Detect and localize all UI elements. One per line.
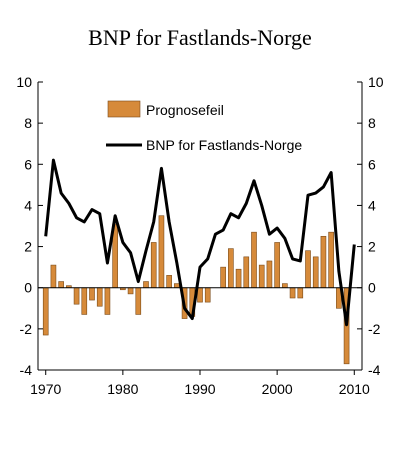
bar-1970 — [42, 287, 49, 336]
bar-1999 — [266, 260, 273, 289]
x-tick-label: 2000 — [262, 381, 293, 397]
x-tick-label: 1980 — [107, 381, 138, 397]
bar-1984 — [150, 242, 157, 289]
y-tick-label-right: 10 — [368, 74, 384, 90]
y-tick-label-right: 8 — [368, 115, 376, 131]
legend-label-bnp: BNP for Fastlands-Norge — [146, 137, 302, 153]
bar-2002 — [289, 287, 296, 299]
legend: Prognosefeil BNP for Fastlands-Norge — [106, 100, 302, 153]
series-line-bnp — [44, 158, 356, 327]
bar-1975 — [81, 287, 88, 315]
bar-1976 — [89, 287, 95, 301]
y-tick-label-right: -4 — [368, 362, 381, 378]
bar-2000 — [274, 242, 280, 289]
x-tick-label: 2010 — [339, 381, 370, 397]
legend-label-prognosefeil: Prognosefeil — [146, 102, 224, 118]
y-tick-label-right: 2 — [368, 239, 376, 255]
legend-swatch-prognosefeil — [107, 100, 141, 118]
bar-1991 — [204, 287, 211, 303]
bar-2006 — [320, 235, 327, 289]
bar-1994 — [228, 248, 234, 289]
bar-1987 — [174, 283, 180, 289]
plot-frame — [37, 82, 363, 371]
bar-2005 — [312, 256, 319, 289]
bar-1971 — [50, 264, 57, 289]
y-tick-label-right: 6 — [368, 156, 376, 172]
bar-1978 — [104, 287, 111, 315]
bar-1985 — [158, 215, 165, 289]
bar-2001 — [282, 283, 288, 289]
y-tick-label-left: -2 — [20, 321, 33, 337]
bar-2003 — [297, 287, 304, 299]
y-tick-label-left: -4 — [20, 362, 33, 378]
bar-1993 — [220, 266, 226, 289]
y-tick-label-left: 10 — [16, 74, 32, 90]
bar-1990 — [197, 287, 203, 303]
y-tick-label-left: 2 — [24, 239, 32, 255]
x-tick-label: 1990 — [184, 381, 215, 397]
y-tick-label-right: 0 — [368, 280, 376, 296]
y-tick-label-right: -2 — [368, 321, 381, 337]
x-tick-label: 1970 — [30, 381, 61, 397]
chart-title: BNP for Fastlands-Norge — [88, 25, 312, 50]
y-tick-label-left: 8 — [24, 115, 32, 131]
bar-1996 — [243, 256, 250, 289]
y-tick-label-left: 6 — [24, 156, 32, 172]
bar-1995 — [235, 268, 242, 289]
bar-2004 — [305, 250, 311, 289]
y-tick-label-left: 4 — [24, 197, 32, 213]
bar-1977 — [96, 287, 103, 307]
bar-1983 — [143, 281, 149, 289]
y-tick-label-left: 0 — [24, 280, 32, 296]
bar-1974 — [73, 287, 80, 305]
bar-1986 — [166, 275, 172, 289]
bar-1972 — [58, 281, 64, 289]
bar-1981 — [127, 287, 134, 295]
bar-1997 — [251, 231, 257, 289]
bar-1982 — [135, 287, 142, 315]
tick-group: -4 -4 -2 -2 0 0 2 2 4 4 6 6 8 8 10 10 1970 1980 1990 2000 20… — [16, 74, 383, 397]
bar-2007 — [328, 231, 334, 289]
bar-1998 — [258, 264, 265, 289]
y-tick-label-right: 4 — [368, 197, 376, 213]
